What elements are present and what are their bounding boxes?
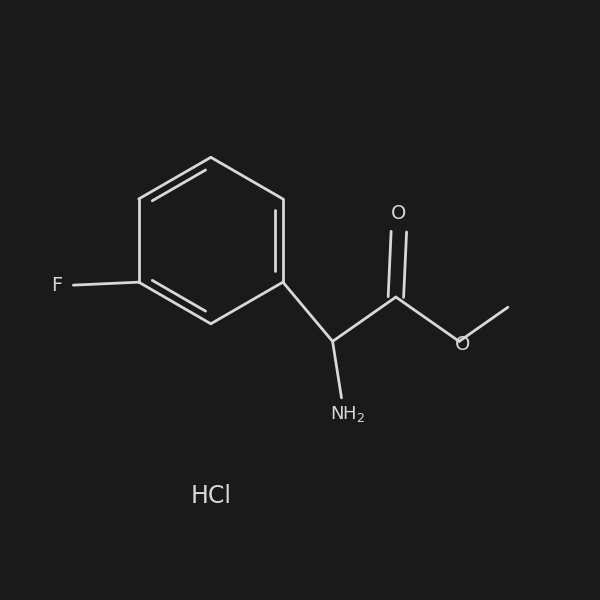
Text: F: F [52, 275, 62, 295]
Text: NH$_2$: NH$_2$ [330, 404, 365, 424]
Text: O: O [454, 335, 470, 354]
Text: O: O [391, 204, 407, 223]
Text: HCl: HCl [190, 484, 232, 508]
